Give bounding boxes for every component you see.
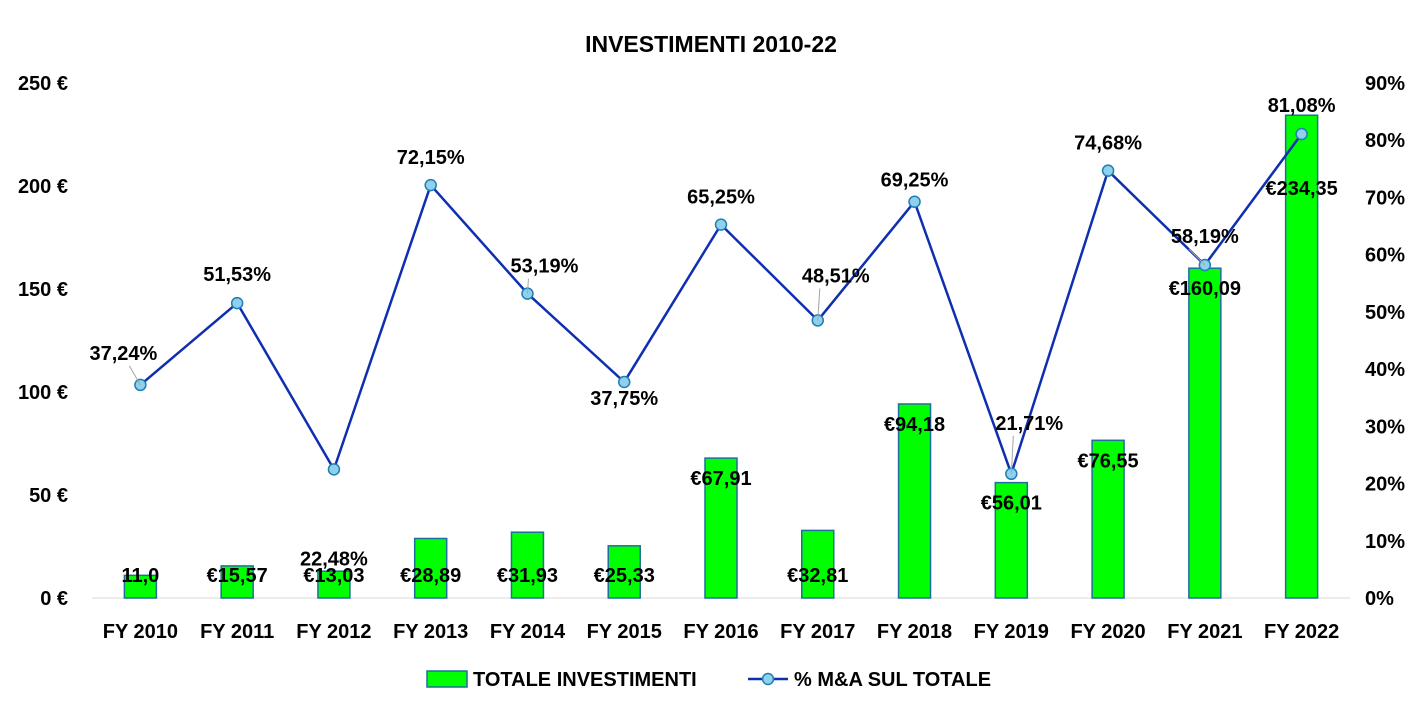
bar-series bbox=[123, 114, 1319, 599]
bar bbox=[704, 457, 738, 599]
bar bbox=[607, 545, 641, 599]
line-data-label: 58,19% bbox=[1171, 226, 1239, 248]
line-point bbox=[1101, 164, 1115, 177]
bar-data-label: €234,35 bbox=[1265, 178, 1337, 200]
line-point bbox=[908, 195, 921, 208]
x-axis-tick-label: FY 2016 bbox=[683, 621, 758, 643]
legend: TOTALE INVESTIMENTI % M&A SUL TOTALE bbox=[426, 669, 991, 691]
legend-swatch-bars bbox=[426, 670, 468, 688]
bar bbox=[317, 570, 351, 599]
bar-data-label: 11,0 bbox=[121, 565, 159, 587]
x-axis-tick-label: FY 2013 bbox=[393, 621, 468, 643]
legend-label-bars: TOTALE INVESTIMENTI bbox=[473, 669, 697, 691]
line-data-label: 72,15% bbox=[397, 147, 465, 169]
bar-data-label: €15,57 bbox=[207, 565, 268, 587]
left-axis-tick-label: 0 € bbox=[40, 588, 68, 610]
leader-line bbox=[526, 278, 529, 294]
x-axis-tick-label: FY 2022 bbox=[1264, 621, 1339, 643]
right-axis-tick-label: 50% bbox=[1365, 302, 1405, 324]
x-axis-tick-label: FY 2012 bbox=[296, 621, 371, 643]
bar-data-label: €94,18 bbox=[884, 414, 945, 436]
left-axis-tick-label: 250 € bbox=[18, 73, 68, 95]
line-data-label: 65,25% bbox=[687, 187, 755, 209]
line-point bbox=[424, 178, 437, 192]
left-axis: 0 € 50 € 100 € 150 € 200 € 250 € bbox=[18, 73, 68, 610]
line-data-label: 53,19% bbox=[511, 256, 579, 278]
right-axis-tick-label: 40% bbox=[1365, 359, 1405, 381]
x-axis-tick-label: FY 2017 bbox=[780, 621, 855, 643]
bar bbox=[1188, 267, 1222, 599]
x-axis-tick-label: FY 2018 bbox=[877, 621, 952, 643]
bar-data-label: €31,93 bbox=[497, 565, 558, 587]
bar-data-label: €13,03 bbox=[303, 565, 364, 587]
line-data-label: 81,08% bbox=[1268, 95, 1336, 117]
leader-line bbox=[1188, 248, 1206, 266]
bar-data-label: €56,01 bbox=[981, 493, 1042, 515]
series-line bbox=[139, 133, 1303, 476]
right-axis-tick-label: 70% bbox=[1365, 187, 1405, 209]
x-axis: FY 2010 FY 2011 FY 2012 FY 2013 FY 2014 FY 20… bbox=[92, 597, 1350, 643]
line-point bbox=[1295, 127, 1308, 141]
left-axis-tick-label: 100 € bbox=[18, 382, 68, 404]
line-point bbox=[617, 375, 631, 389]
right-axis-tick-label: 0% bbox=[1365, 588, 1394, 610]
bar bbox=[123, 574, 158, 599]
left-axis-tick-label: 150 € bbox=[18, 279, 68, 301]
x-axis-tick-label: FY 2015 bbox=[587, 621, 662, 643]
bar-data-label: €76,55 bbox=[1077, 450, 1138, 472]
right-axis-tick-label: 60% bbox=[1365, 245, 1405, 267]
bar-data-label: €67,91 bbox=[690, 468, 751, 490]
line-data-label: 74,68% bbox=[1074, 133, 1142, 155]
line-data-label: 22,48% bbox=[300, 548, 368, 570]
line-data-label: 37,75% bbox=[590, 388, 658, 410]
line-data-label: 21,71% bbox=[995, 413, 1063, 435]
x-axis-tick-label: FY 2011 bbox=[200, 621, 274, 643]
right-axis-tick-label: 90% bbox=[1365, 73, 1405, 95]
bar bbox=[1284, 114, 1319, 599]
bar bbox=[994, 481, 1029, 599]
x-axis-tick-label: FY 2014 bbox=[490, 621, 566, 643]
bar bbox=[801, 529, 835, 599]
legend-label-line: % M&A SUL TOTALE bbox=[794, 669, 991, 691]
leader-lines bbox=[128, 248, 1206, 474]
legend-marker-line bbox=[761, 672, 775, 686]
bar bbox=[897, 403, 932, 599]
bar-data-label: €28,89 bbox=[400, 565, 461, 587]
x-axis-tick-label: FY 2021 bbox=[1167, 621, 1242, 643]
bar-data-label: €32,81 bbox=[787, 565, 848, 587]
left-axis-tick-label: 200 € bbox=[18, 176, 68, 198]
x-axis-tick-label: FY 2010 bbox=[103, 621, 178, 643]
bar bbox=[1091, 439, 1125, 599]
line-data-label: 69,25% bbox=[881, 170, 949, 192]
line-data-label: 48,51% bbox=[802, 265, 870, 287]
bar-data-label: €160,09 bbox=[1169, 278, 1241, 300]
line-series bbox=[134, 127, 1308, 481]
line-data-label: 51,53% bbox=[203, 264, 271, 286]
line-point bbox=[327, 463, 341, 476]
leader-line bbox=[128, 365, 141, 386]
x-axis-tick-label: FY 2019 bbox=[974, 621, 1049, 643]
bar bbox=[510, 531, 545, 599]
bar bbox=[220, 565, 254, 599]
line-point bbox=[230, 296, 244, 310]
bar bbox=[413, 537, 448, 599]
left-axis-tick-label: 50 € bbox=[29, 485, 68, 507]
bar-data-label: €25,33 bbox=[594, 565, 655, 587]
right-axis-tick-label: 30% bbox=[1365, 416, 1405, 438]
right-axis-tick-label: 80% bbox=[1365, 130, 1405, 152]
leader-line bbox=[817, 288, 821, 321]
x-axis-tick-label: FY 2020 bbox=[1070, 621, 1145, 643]
line-point bbox=[714, 218, 728, 231]
leader-line bbox=[1010, 435, 1014, 474]
right-axis-tick-label: 20% bbox=[1365, 474, 1405, 496]
right-axis: 0% 10% 20% 30% 40% 50% 60% 70% 80% 90% bbox=[1365, 73, 1405, 610]
right-axis-tick-label: 10% bbox=[1365, 531, 1405, 553]
data-labels: 11,0 €15,57 €13,03 €28,89 €31,93 €25,33 €67,91… bbox=[89, 95, 1337, 587]
chart-title: INVESTIMENTI 2010-22 bbox=[585, 31, 837, 57]
line-data-label: 37,24% bbox=[89, 343, 157, 365]
